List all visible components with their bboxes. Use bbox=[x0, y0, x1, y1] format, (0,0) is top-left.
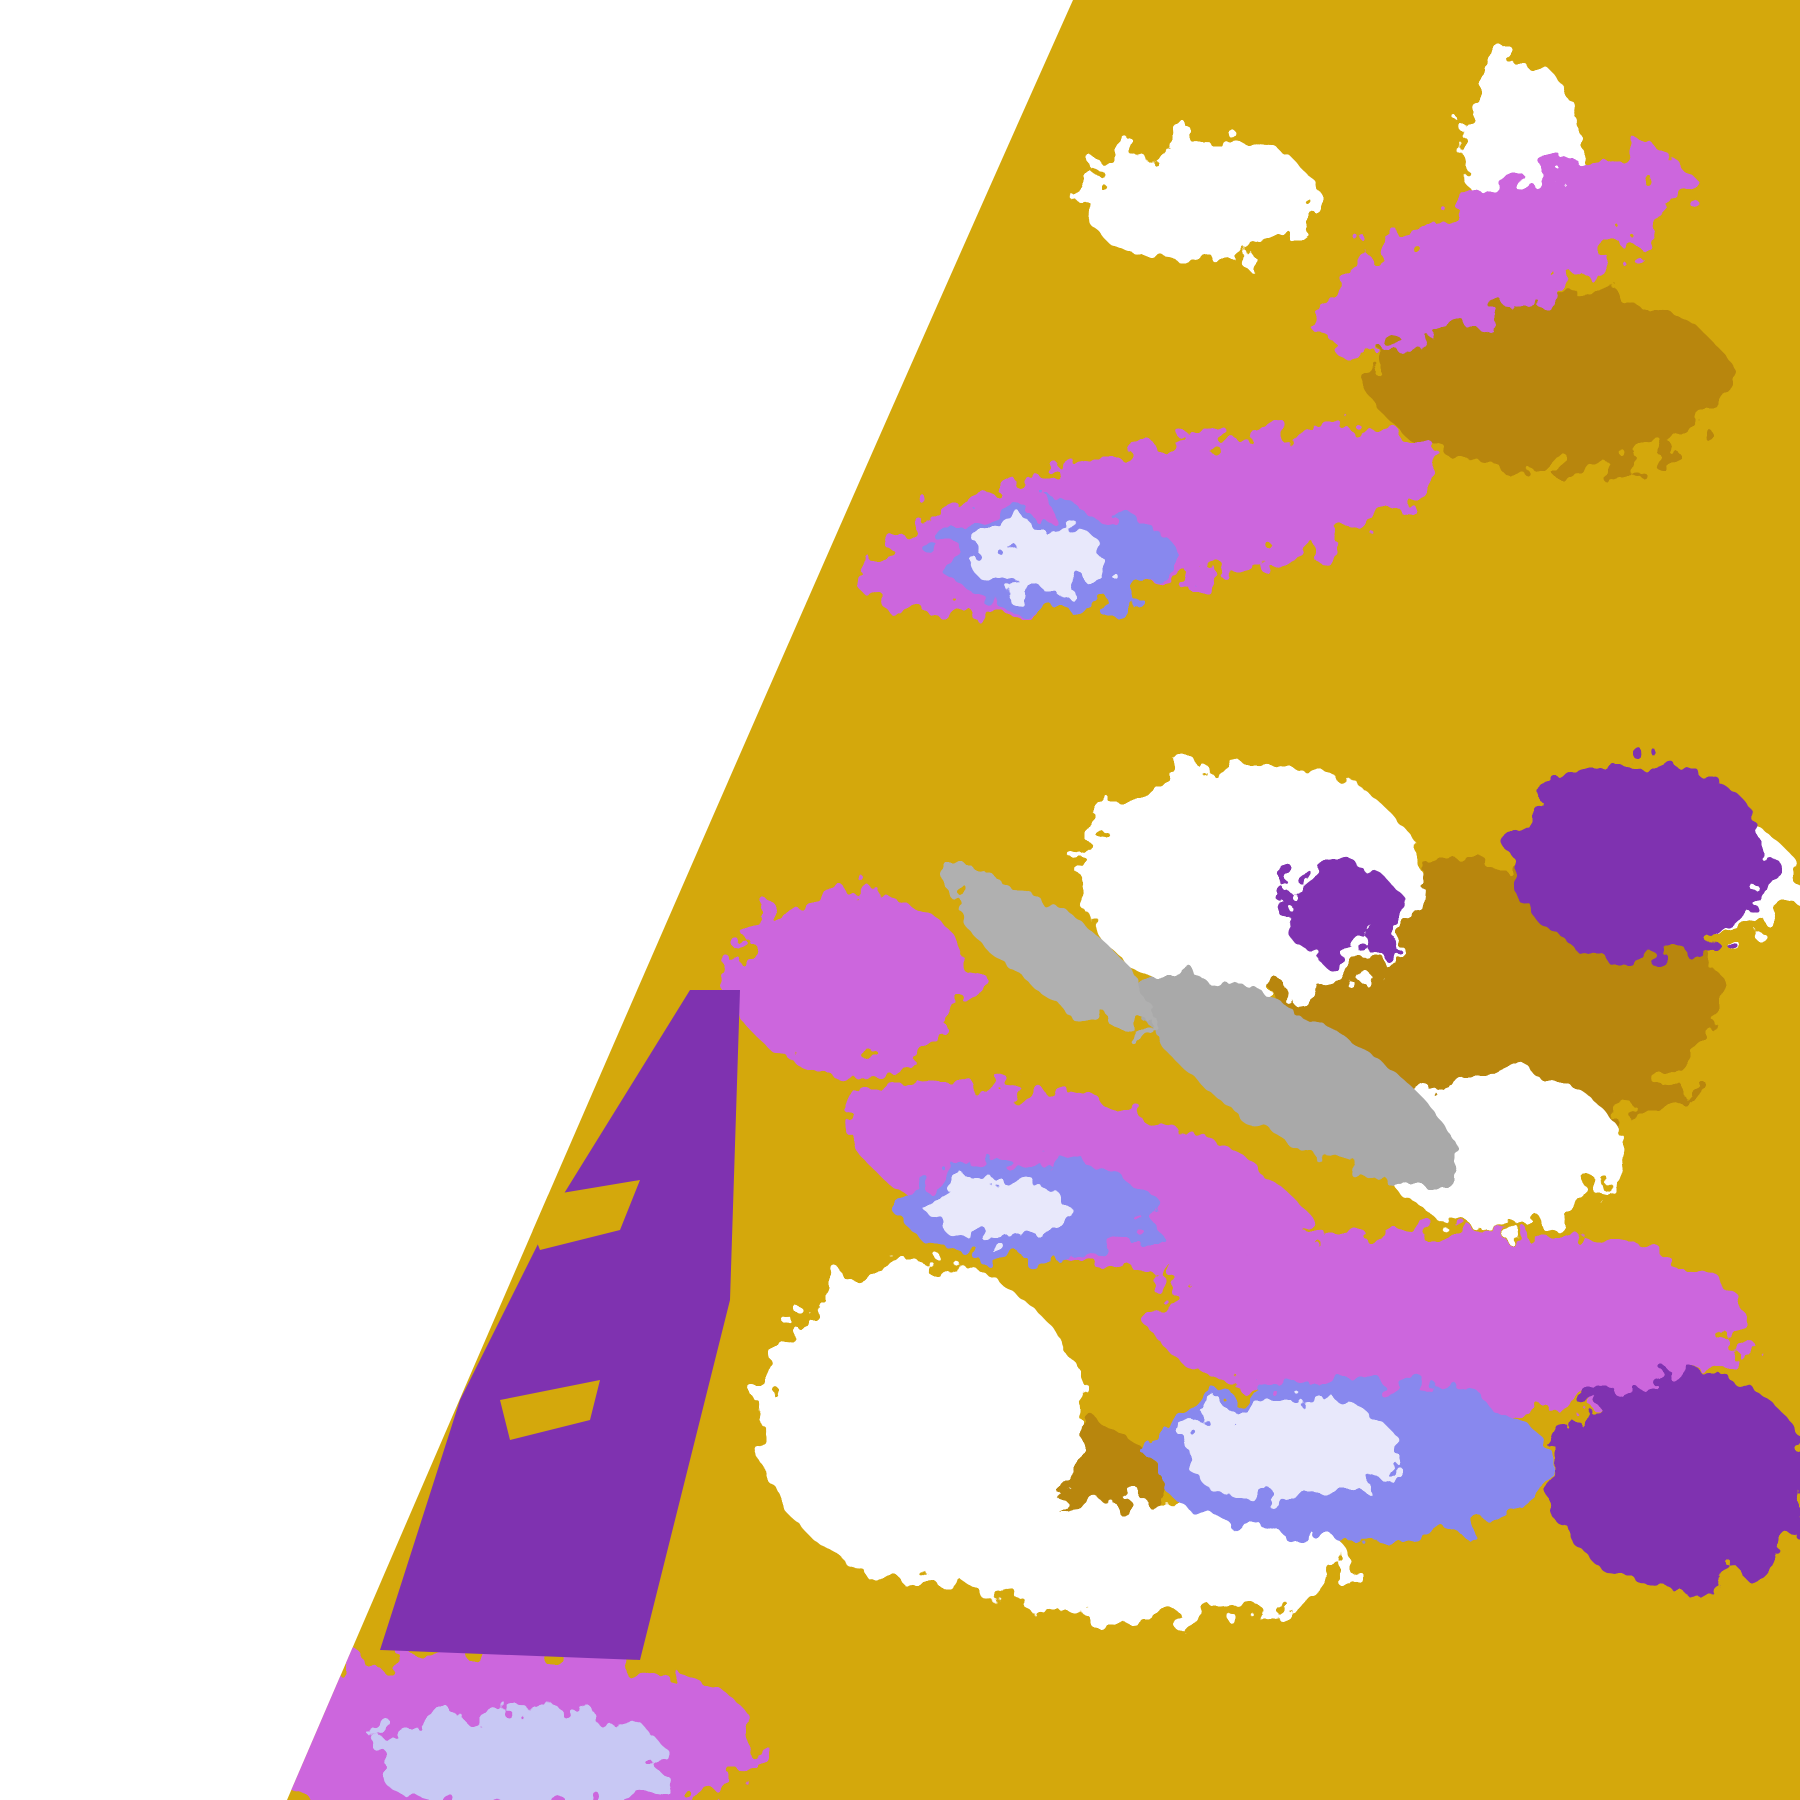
grey-cloud bbox=[1141, 976, 1459, 1184]
clear-area bbox=[760, 1260, 1080, 1580]
high-cloud bbox=[1316, 149, 1684, 351]
cold-cloud-core bbox=[970, 525, 1110, 595]
high-cloud bbox=[730, 890, 970, 1070]
high-cloud bbox=[1150, 1230, 1750, 1410]
clear-area bbox=[1380, 1070, 1620, 1230]
land-patch bbox=[500, 1380, 600, 1440]
land-patch bbox=[520, 1180, 640, 1250]
ocean-region bbox=[380, 990, 740, 1660]
cold-cloud-core bbox=[930, 1180, 1070, 1240]
cloud-classes bbox=[287, 60, 1800, 1800]
cold-cloud-core bbox=[370, 1710, 670, 1800]
purple-region bbox=[1280, 860, 1400, 960]
clear-area bbox=[1080, 140, 1320, 260]
purple-region bbox=[1510, 760, 1770, 960]
purple-region bbox=[1550, 1370, 1800, 1590]
clear-area bbox=[950, 1500, 1350, 1620]
brown-area bbox=[1370, 290, 1730, 470]
grey-cloud bbox=[949, 873, 1151, 1027]
cold-cloud-core bbox=[1180, 1400, 1400, 1500]
